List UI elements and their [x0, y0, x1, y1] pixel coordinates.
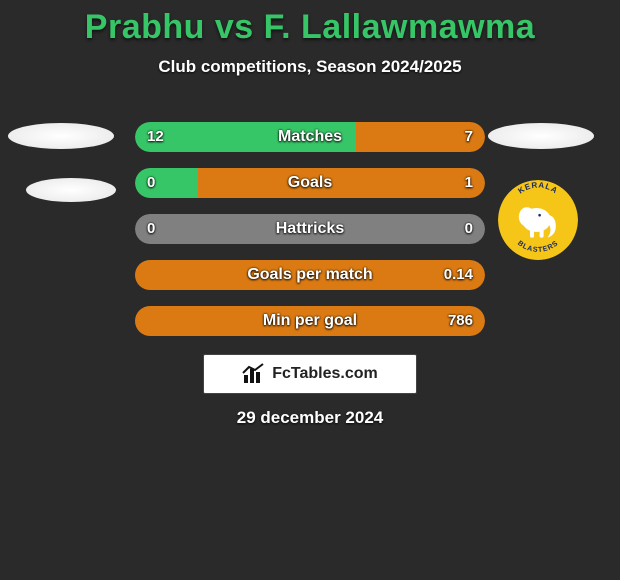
stat-bar-track: [135, 260, 485, 290]
stats-container: Matches127 Goals01 Hattricks00 Goals per ma…: [135, 122, 485, 352]
stat-bar-right: [310, 214, 485, 244]
stat-bar-track: [135, 122, 485, 152]
stat-row: Goals per match0.14: [135, 260, 485, 290]
stat-bar-left: [135, 122, 356, 152]
stat-row: Goals01: [135, 168, 485, 198]
stat-bar-track: [135, 306, 485, 336]
bar-chart-icon: [242, 363, 266, 385]
brand-card[interactable]: FcTables.com: [203, 354, 417, 394]
stat-row: Matches127: [135, 122, 485, 152]
stat-bar-right: [356, 122, 486, 152]
stat-bar-right: [198, 168, 485, 198]
player-left-badge-2: [26, 178, 116, 202]
player-left-badge-1: [8, 123, 114, 149]
brand-label: FcTables.com: [272, 365, 378, 383]
page-subtitle: Club competitions, Season 2024/2025: [0, 57, 620, 77]
generated-date: 29 december 2024: [0, 408, 620, 428]
player-right-badge-1: [488, 123, 594, 149]
stat-bar-track: [135, 214, 485, 244]
page-title: Prabhu vs F. Lallawmawma: [0, 8, 620, 47]
stat-row: Hattricks00: [135, 214, 485, 244]
team-badge-right: KERALA BLASTERS: [498, 180, 578, 260]
stat-bar-right: [135, 260, 485, 290]
stat-bar-track: [135, 168, 485, 198]
stat-bar-right: [135, 306, 485, 336]
stat-bar-left: [135, 214, 310, 244]
stat-row: Min per goal786: [135, 306, 485, 336]
stat-bar-left: [135, 168, 198, 198]
